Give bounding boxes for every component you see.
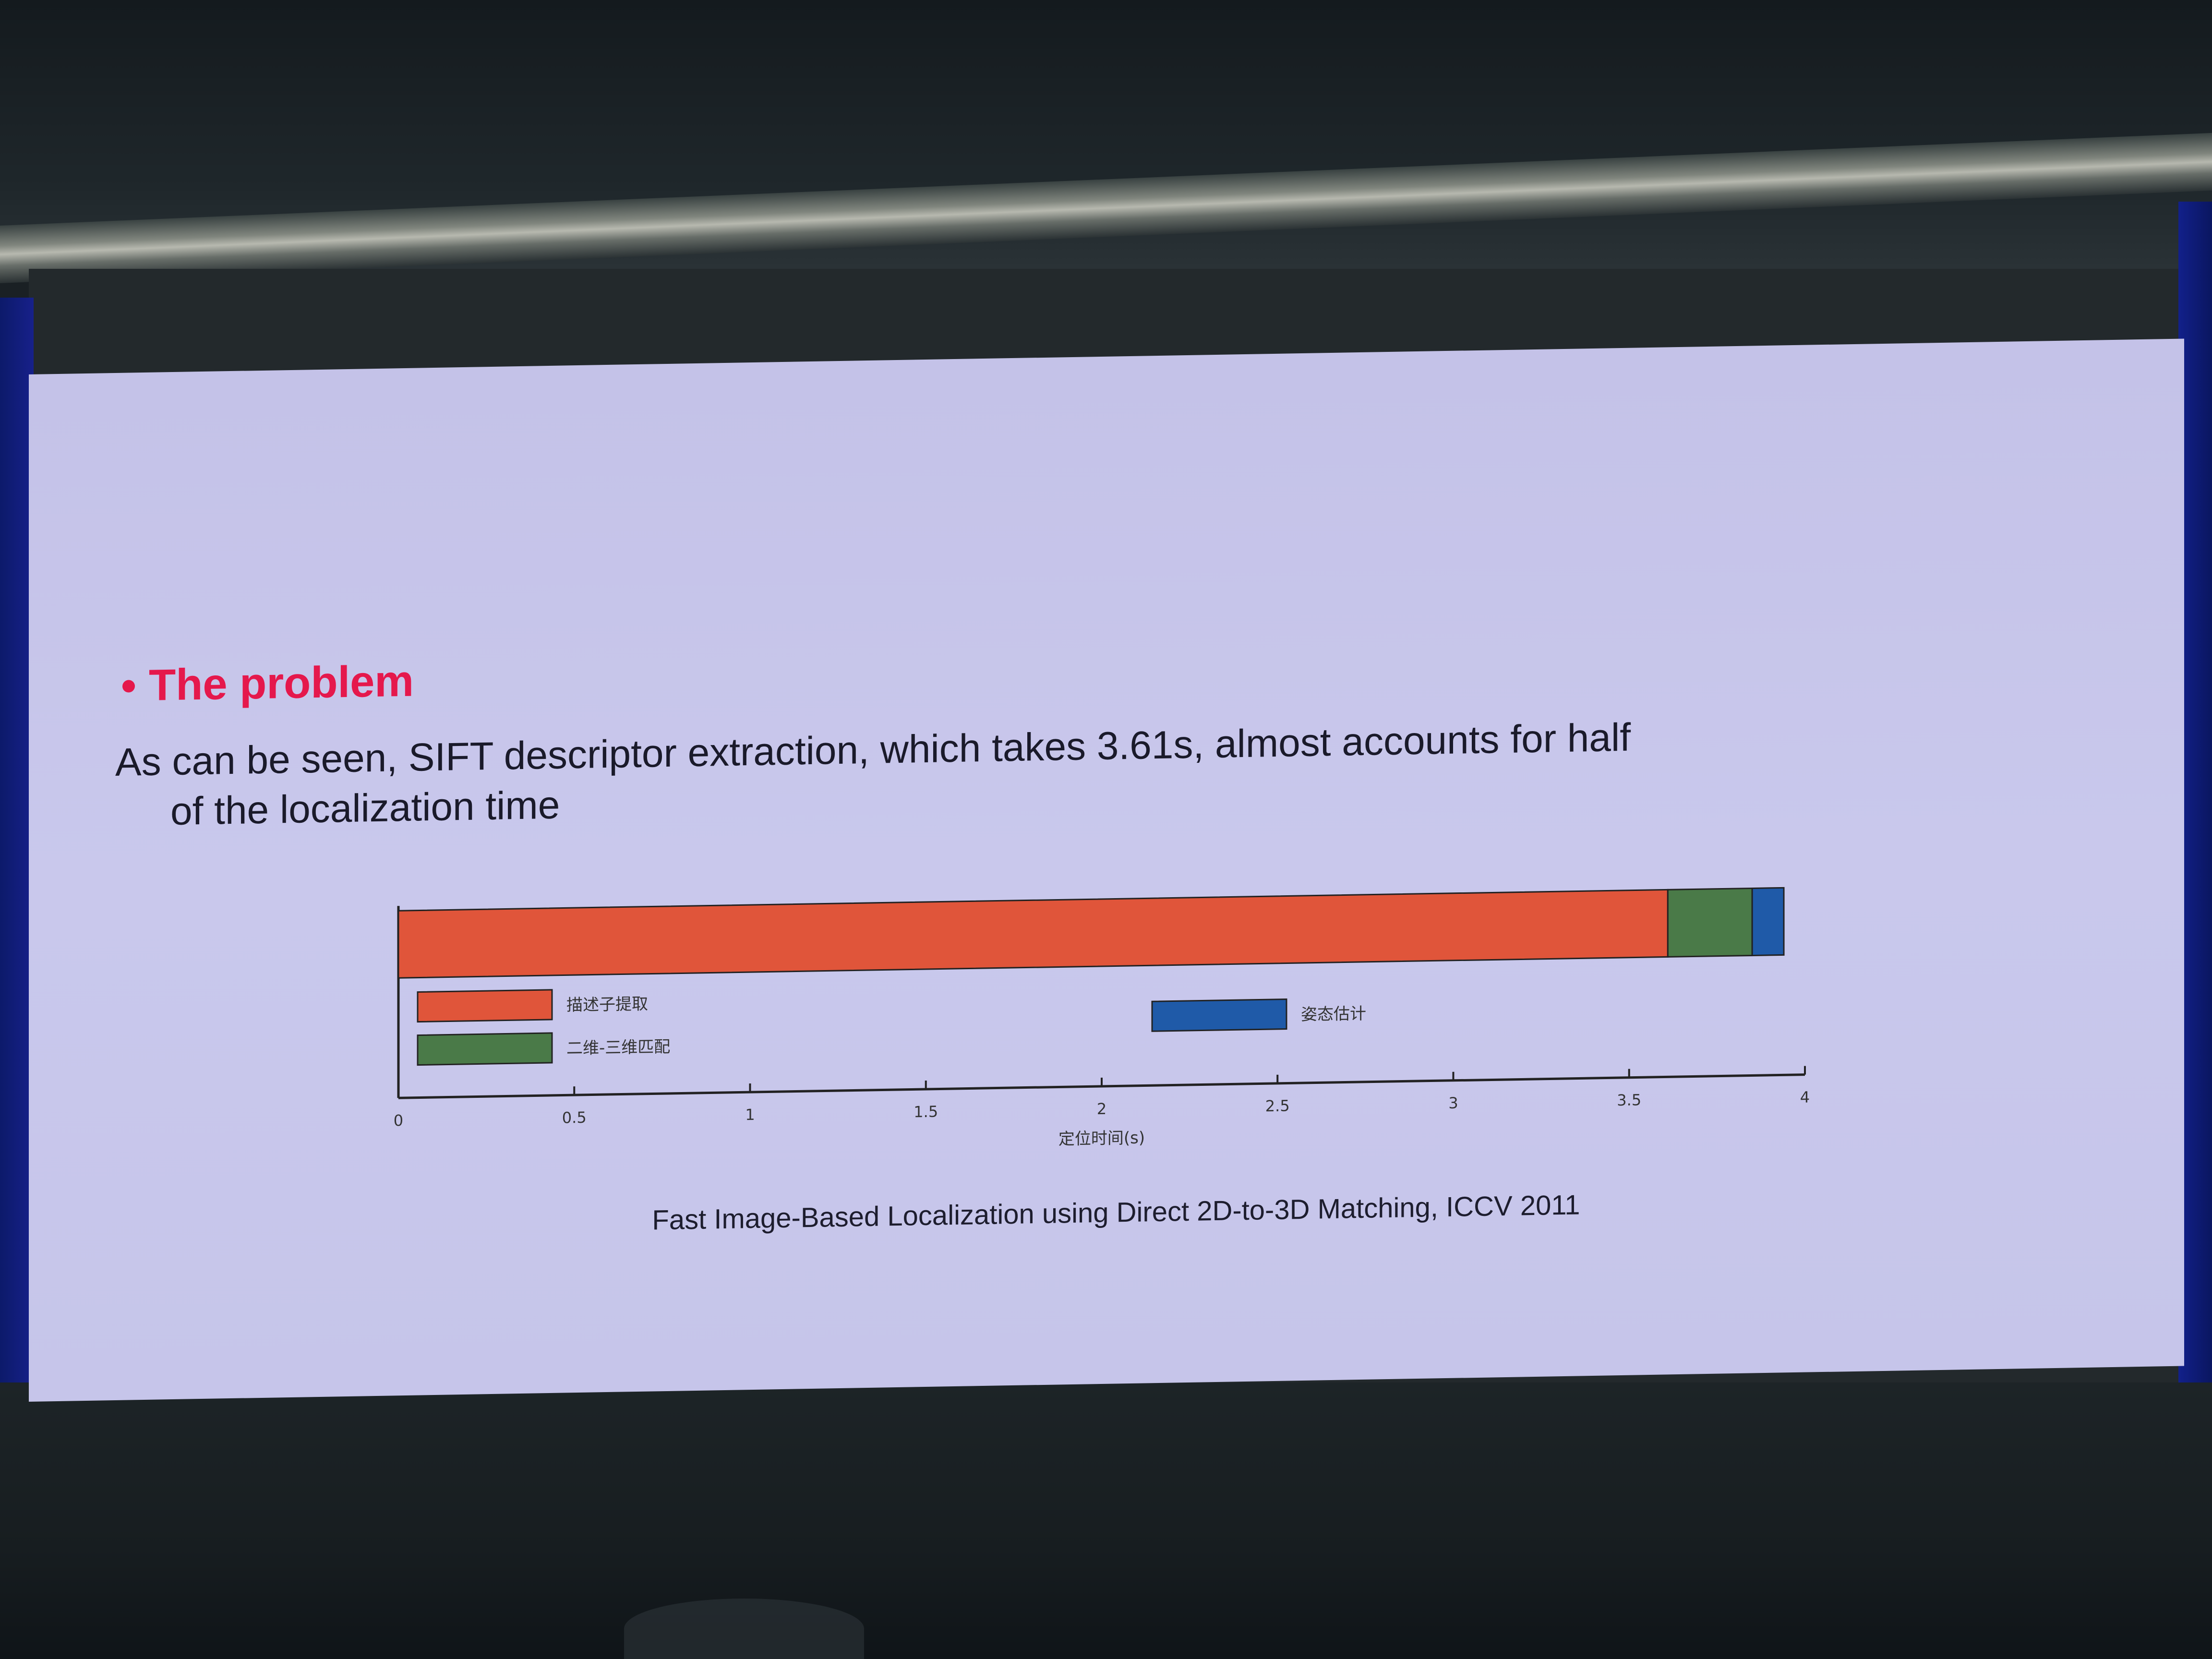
- bar-segment-2: [1667, 887, 1753, 958]
- x-tick-label: 1: [745, 1106, 755, 1124]
- x-tick-label: 0.5: [562, 1108, 587, 1127]
- legend-label-2: 二维-三维匹配: [566, 1037, 670, 1058]
- projected-slide: The problem As can be seen, SIFT descrip…: [29, 338, 2184, 1402]
- bar-segment-1: [397, 889, 1669, 979]
- legend-label-1: 描述子提取: [566, 995, 648, 1015]
- citation-caption: Fast Image-Based Localization using Dire…: [652, 1189, 1580, 1236]
- room-floor: [0, 1382, 2212, 1659]
- bar-group: [397, 887, 1785, 979]
- audience-head-silhouette: [624, 1599, 864, 1659]
- screen-left-edge: [0, 298, 34, 1402]
- slide-title: The problem: [149, 656, 414, 710]
- legend-swatch-2: [417, 1032, 553, 1066]
- x-tick-label: 4: [1800, 1088, 1810, 1106]
- x-tick-label: 3: [1448, 1094, 1458, 1112]
- slide-body: As can be seen, SIFT descriptor extracti…: [115, 705, 2083, 838]
- x-tick-label: 2: [1097, 1100, 1106, 1118]
- legend-label-3: 姿态估计: [1301, 1004, 1366, 1024]
- x-tick-group: 0 0.5 1 1.5 2 2.5 3 3.5 4: [394, 1066, 1810, 1130]
- x-axis-label: 定位时间(s): [1058, 1128, 1145, 1149]
- x-tick-label: 1.5: [914, 1103, 938, 1121]
- x-tick-label: 3.5: [1617, 1091, 1641, 1109]
- legend-swatch-1: [417, 989, 553, 1023]
- x-tick-label: 0: [394, 1111, 403, 1130]
- bullet-icon: [122, 680, 135, 693]
- x-axis: [398, 1073, 1805, 1099]
- bar-segment-3: [1751, 887, 1785, 956]
- legend-swatch-3: [1151, 998, 1287, 1032]
- x-tick-label: 2.5: [1265, 1096, 1290, 1115]
